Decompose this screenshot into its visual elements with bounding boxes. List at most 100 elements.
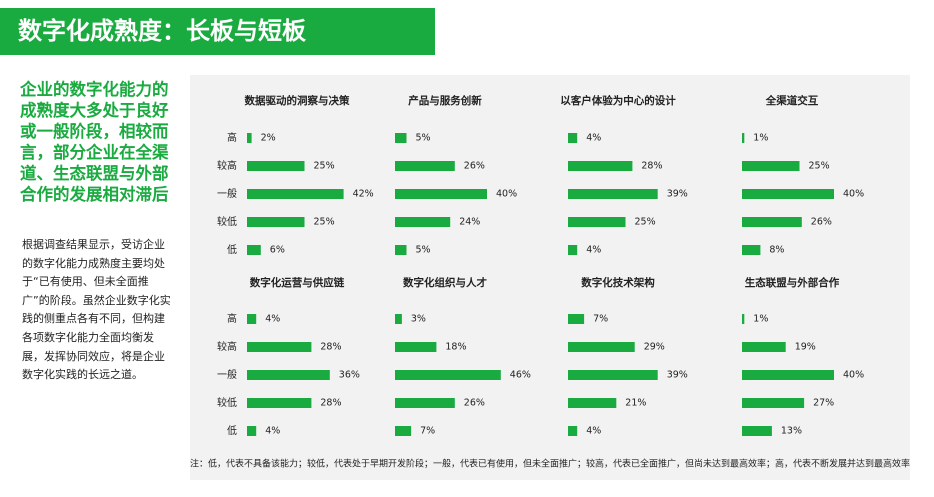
bar <box>742 398 805 408</box>
chart-title: 数字化运营与供应链 <box>249 276 345 289</box>
category-label: 低 <box>227 424 237 437</box>
value-label: 5% <box>416 245 431 256</box>
value-label: 13% <box>781 426 802 437</box>
bar <box>247 133 252 143</box>
value-label: 28% <box>320 342 341 353</box>
value-label: 25% <box>635 217 656 228</box>
bar <box>395 314 402 324</box>
bar <box>742 189 834 199</box>
value-label: 4% <box>265 314 280 325</box>
bar <box>742 342 786 352</box>
bar <box>742 370 834 380</box>
category-label: 高 <box>227 131 237 144</box>
category-label: 高 <box>227 312 237 325</box>
value-label: 26% <box>464 161 485 172</box>
value-label: 40% <box>843 370 864 381</box>
bar <box>568 342 635 352</box>
bar <box>395 161 455 171</box>
bar <box>247 189 344 199</box>
value-label: 19% <box>795 342 816 353</box>
value-label: 39% <box>667 370 688 381</box>
bar <box>742 133 745 143</box>
category-label: 较高 <box>217 340 237 353</box>
value-label: 28% <box>641 161 662 172</box>
bar <box>742 314 745 324</box>
bar <box>568 370 658 380</box>
bar <box>247 370 330 380</box>
value-label: 25% <box>314 161 335 172</box>
bar <box>395 370 501 380</box>
bar <box>395 245 407 255</box>
bar <box>395 342 437 352</box>
chart-title: 生态联盟与外部合作 <box>745 276 840 289</box>
summary: 企业的数字化能力的成熟度大多处于良好或一般阶段，相较而言，部分企业在全渠道、生态… <box>20 80 169 204</box>
category-label: 低 <box>227 243 237 256</box>
footnote: 注：低，代表不具备该能力；较低，代表处于早期开发阶段；一般，代表已有使用，但未全… <box>190 458 910 470</box>
bar <box>742 426 772 436</box>
value-label: 26% <box>464 398 485 409</box>
value-label: 4% <box>586 133 601 144</box>
value-label: 26% <box>811 217 832 228</box>
bar <box>568 398 617 408</box>
bar <box>742 245 761 255</box>
value-label: 2% <box>261 133 276 144</box>
bar <box>395 189 487 199</box>
chart-title: 全渠道交互 <box>765 94 819 107</box>
bar <box>247 161 305 171</box>
chart-title: 数据驱动的洞察与决策 <box>244 94 350 107</box>
value-label: 7% <box>593 314 608 325</box>
value-label: 40% <box>496 189 517 200</box>
category-label: 较低 <box>217 396 237 409</box>
bar <box>247 426 257 436</box>
panel <box>190 75 910 480</box>
category-label: 一般 <box>217 368 237 381</box>
value-label: 7% <box>420 426 435 437</box>
value-label: 25% <box>314 217 335 228</box>
value-label: 42% <box>353 189 374 200</box>
category-label: 一般 <box>217 187 237 200</box>
value-label: 6% <box>270 245 285 256</box>
chart-title: 数字化技术架构 <box>580 276 655 289</box>
category-label: 较高 <box>217 159 237 172</box>
bar <box>247 217 305 227</box>
value-label: 3% <box>411 314 426 325</box>
chart-title: 产品与服务创新 <box>408 94 482 107</box>
value-label: 21% <box>625 398 646 409</box>
bar <box>742 161 800 171</box>
bar <box>568 217 626 227</box>
bar <box>395 426 412 436</box>
bar <box>395 133 407 143</box>
bar <box>247 314 257 324</box>
bar <box>568 189 658 199</box>
value-label: 4% <box>586 245 601 256</box>
value-label: 46% <box>510 370 531 381</box>
value-label: 1% <box>753 314 768 325</box>
chart-title: 以客户体验为中心的设计 <box>560 94 676 107</box>
bar <box>568 426 578 436</box>
bar <box>395 398 455 408</box>
bar <box>742 217 802 227</box>
value-label: 27% <box>813 398 834 409</box>
value-label: 36% <box>339 370 360 381</box>
bar <box>568 314 585 324</box>
value-label: 1% <box>753 133 768 144</box>
category-label: 较低 <box>217 215 237 228</box>
value-label: 4% <box>586 426 601 437</box>
value-label: 5% <box>416 133 431 144</box>
value-label: 40% <box>843 189 864 200</box>
value-label: 4% <box>265 426 280 437</box>
bar <box>568 161 633 171</box>
value-label: 18% <box>445 342 466 353</box>
paragraph: 根据调查结果显示，受访企业的数字化能力成熟度主要均处于“已有使用、但未全面推广”… <box>22 238 171 382</box>
value-label: 39% <box>667 189 688 200</box>
value-label: 28% <box>320 398 341 409</box>
bar <box>247 342 312 352</box>
value-label: 25% <box>809 161 830 172</box>
value-label: 29% <box>644 342 665 353</box>
value-label: 8% <box>769 245 784 256</box>
value-label: 24% <box>459 217 480 228</box>
bar <box>568 245 578 255</box>
header-title: 数字化成熟度：长板与短板 <box>0 8 435 55</box>
